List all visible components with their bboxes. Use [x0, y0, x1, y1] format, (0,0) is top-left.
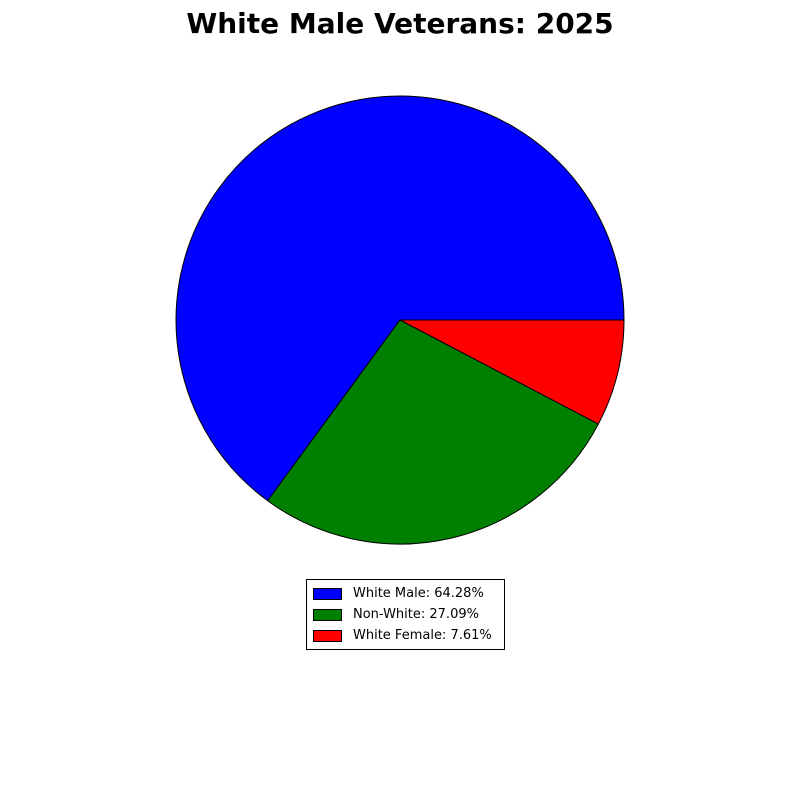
pie-slice-non-white	[267, 319, 599, 545]
pie-slices	[175, 95, 625, 545]
legend-swatch-white-male	[313, 587, 342, 600]
pie-slice-white-female	[399, 319, 625, 425]
legend: White Male: 64.28% Non-White: 27.09% Whi…	[306, 579, 505, 650]
legend-label-white-female: White Female: 7.61%	[353, 628, 492, 643]
legend-swatch-white-female	[313, 629, 342, 642]
legend-label-non-white: Non-White: 27.09%	[353, 607, 479, 622]
legend-swatch-non-white	[313, 608, 342, 621]
legend-item-white-female: White Female: 7.61%	[307, 625, 504, 646]
chart-title: White Male Veterans: 2025	[186, 7, 614, 40]
legend-item-white-male: White Male: 64.28%	[307, 583, 504, 604]
legend-item-non-white: Non-White: 27.09%	[307, 604, 504, 625]
legend-label-white-male: White Male: 64.28%	[353, 586, 484, 601]
pie-slice-white-male	[175, 95, 625, 502]
